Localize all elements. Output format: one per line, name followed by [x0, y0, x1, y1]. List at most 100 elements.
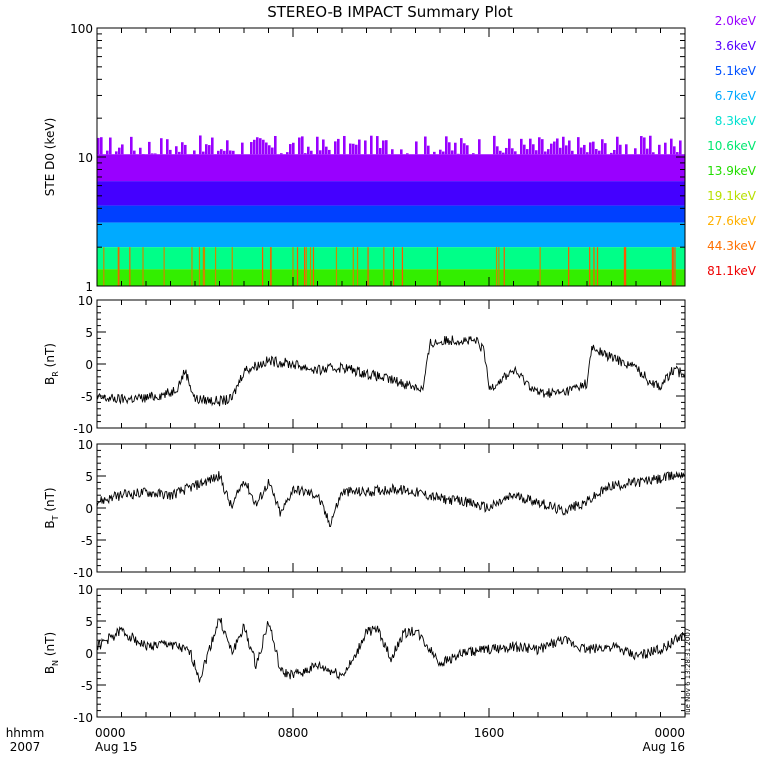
spectrum-spike	[352, 143, 355, 155]
spectrum-spike	[616, 136, 619, 155]
spectrum-hot-stripe	[312, 247, 315, 286]
spectrum-band-4	[97, 222, 685, 248]
spectrum-hot-stripe	[593, 247, 595, 286]
spectrum-spike	[184, 144, 187, 155]
spectrum-spike	[223, 150, 226, 155]
spectrum-hot-stripe	[625, 247, 627, 286]
time-axis-date: 2007	[10, 740, 41, 754]
spectrum-spike	[439, 149, 442, 155]
spectrum-hot-stripe	[303, 247, 306, 286]
panel-ylabel: BR (nT)	[43, 343, 60, 385]
spectrum-spike	[466, 145, 469, 155]
time-axis-label: 0000	[654, 726, 685, 740]
legend-entry: 3.6keV	[715, 39, 757, 53]
ytick-label: 5	[85, 326, 93, 340]
plot-title: STEREO-B IMPACT Summary Plot	[267, 3, 513, 21]
spectrum-spike	[499, 150, 502, 155]
spectrum-hot-stripe	[623, 247, 626, 286]
spectrum-spike	[547, 149, 550, 155]
spectrum-spike	[415, 141, 418, 155]
time-axis: hhmm 0000 0800 1600 0000 2007 Aug 15 Aug 16	[6, 726, 685, 754]
spectrum-band-1	[97, 154, 685, 182]
spectrum-spike	[322, 139, 325, 155]
spectrum-spike	[262, 139, 265, 155]
spectrum-spike	[349, 143, 352, 155]
spectrum-spike	[460, 138, 463, 155]
ytick-label: 5	[85, 615, 93, 629]
spectrum-hot-stripe	[292, 247, 294, 286]
spectrum-spike	[613, 149, 616, 155]
spectrum-spike	[118, 147, 121, 155]
ytick-label: -10	[73, 711, 93, 725]
spectrum-spike	[358, 139, 361, 155]
spectrum-spike	[448, 142, 451, 155]
spectrum-hot-stripe	[214, 247, 217, 286]
spectrum-hot-stripe	[163, 247, 165, 286]
spectrum-hot-stripe	[296, 247, 299, 286]
spectrum-hot-stripe	[596, 247, 599, 286]
spectrum-spike	[679, 140, 682, 155]
spectrum-spike	[343, 135, 346, 155]
spectrum-spike	[259, 138, 262, 155]
ytick-label: -5	[81, 534, 93, 548]
legend-entry: 8.3keV	[715, 114, 757, 128]
spectrum-spike	[250, 142, 253, 155]
spectrum-spike	[535, 150, 538, 155]
spectrum-spike	[289, 144, 292, 155]
spectrum-spike	[451, 150, 454, 155]
spectrum-spike	[442, 151, 445, 155]
spectrum-hot-stripe	[191, 247, 193, 286]
spectrum-hot-stripe	[352, 247, 354, 286]
spectrum-spike	[271, 147, 274, 155]
spectrum-spike	[160, 138, 163, 155]
spectrum-spike	[355, 144, 358, 155]
panel-ylabel: BT (nT)	[43, 487, 60, 528]
spectrum-spike	[532, 144, 535, 155]
ytick-label: 10	[78, 294, 93, 308]
spectrum-hot-stripe	[436, 247, 439, 286]
panel-1: 1 10 100 STE D0 (keV)	[43, 22, 686, 294]
spectrum-spike	[169, 149, 172, 155]
spectrum-spike	[193, 150, 196, 155]
spectrum-spike	[643, 137, 646, 155]
spectrum-spike	[619, 144, 622, 155]
time-axis-label: hhmm	[6, 726, 45, 740]
spectrum-spike	[199, 135, 202, 155]
spectrum-spike	[268, 145, 271, 155]
spectrum-spike	[121, 144, 124, 155]
spectrum-spike	[292, 142, 295, 155]
spectrum-hot-stripe	[231, 247, 233, 286]
ylabel-subscript: R	[51, 371, 60, 377]
spectrum-spike	[148, 141, 151, 155]
spectrum-spike	[400, 149, 403, 155]
spectrum-hot-stripe	[118, 247, 120, 286]
spectrum-spike	[646, 148, 649, 155]
ytick-label: 5	[85, 470, 93, 484]
spectrum-spike	[649, 135, 652, 155]
ylabel-main: B	[43, 520, 57, 528]
spectrum-spike	[325, 146, 328, 155]
spectrum-spike	[592, 141, 595, 155]
spectrum-spike	[205, 144, 208, 155]
spectrum-spike	[97, 137, 100, 155]
spectrum-hot-stripe	[503, 247, 505, 286]
spectrum-spike	[334, 141, 337, 155]
spectrum-hot-stripe	[202, 247, 204, 286]
spectrum-spike	[625, 144, 628, 155]
panel-frame	[96, 443, 686, 573]
ytick-label: 10	[78, 151, 93, 165]
panel-ylabel: BN (nT)	[43, 632, 60, 674]
legend-entry: 13.9keV	[707, 164, 757, 178]
spectrum-spike	[526, 149, 529, 155]
spectrum-spike	[316, 136, 319, 155]
panel-frame	[96, 299, 686, 429]
spectrum-spike	[178, 151, 181, 155]
panel-4: -10 -5 0 5 10 BN (nT)	[43, 583, 686, 725]
spectrum-hot-stripe	[539, 247, 541, 286]
ylabel-main: B	[43, 666, 57, 674]
spectrum-spike	[364, 140, 367, 155]
spectrum-spike	[580, 147, 583, 155]
spectrum-hot-stripe	[198, 247, 201, 286]
spectrum-spike	[634, 148, 637, 155]
